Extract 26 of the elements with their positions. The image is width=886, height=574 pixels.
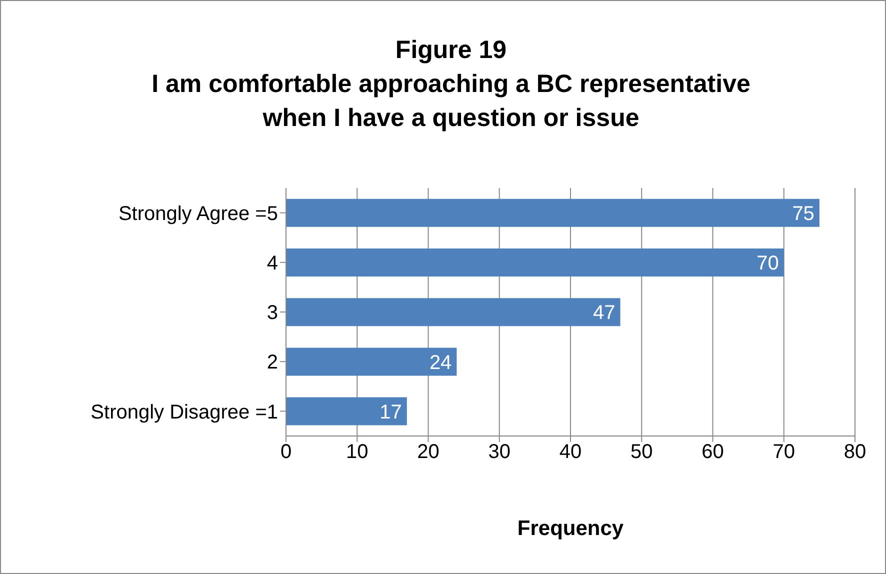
x-tick-label: 70: [772, 441, 795, 464]
y-tick-label: Strongly Disagree =1: [90, 401, 278, 424]
bar: [286, 397, 407, 426]
data-label: 47: [593, 302, 616, 324]
x-tick-label: 10: [346, 441, 368, 464]
x-axis-title: Frequency: [517, 517, 624, 540]
x-tick-label: 80: [844, 441, 866, 464]
x-tick-label: 20: [417, 441, 440, 464]
bar: [286, 198, 820, 227]
y-tick-label: Strongly Agree =5: [118, 202, 278, 225]
bar: [286, 248, 784, 277]
data-label: 17: [380, 401, 402, 424]
bar: [286, 348, 457, 376]
x-tick-label: 30: [488, 441, 510, 464]
data-label: 24: [429, 352, 452, 374]
y-tick-label: 3: [266, 302, 278, 324]
bar: [286, 298, 620, 326]
y-tick-label: 2: [266, 352, 278, 374]
x-tick-label: 0: [280, 441, 292, 464]
x-tick-label: 50: [630, 441, 653, 464]
y-tick-label: 4: [266, 252, 278, 274]
chart-title: Figure 19 I am comfortable approaching a BC representative when I have a question or issue: [150, 35, 752, 134]
data-label: 75: [792, 203, 814, 226]
data-label: 70: [756, 252, 779, 275]
x-tick-label: 40: [559, 441, 582, 464]
x-tick-label: 60: [702, 441, 724, 464]
